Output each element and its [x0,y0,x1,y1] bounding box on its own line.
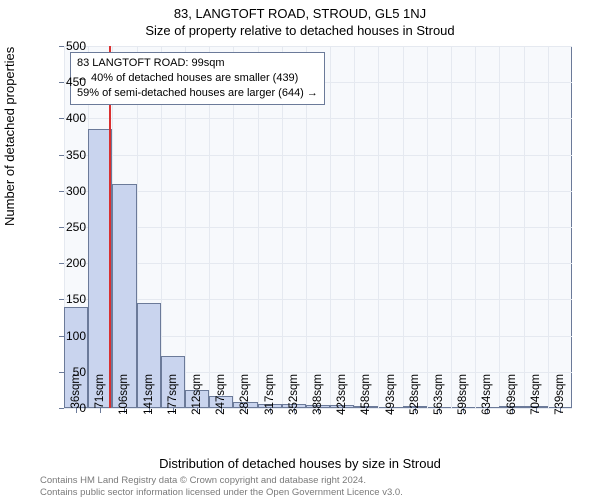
x-tick-label: 352sqm [288,374,300,434]
x-tick-label: 634sqm [481,374,493,434]
gridline-v [475,46,476,408]
footer-attribution: Contains HM Land Registry data © Crown c… [40,475,403,498]
x-tick-label: 704sqm [530,374,542,434]
annotation-box: 83 LANGTOFT ROAD: 99sqm ← 40% of detache… [70,52,325,105]
y-tick-label: 500 [46,39,86,53]
x-tick-label: 598sqm [457,374,469,434]
gridline-h [64,227,572,228]
gridline-h [64,299,572,300]
x-tick-label: 563sqm [433,374,445,434]
gridline-v [524,46,525,408]
y-tick-label: 250 [46,220,86,234]
x-tick-label: 317sqm [264,374,276,434]
y-axis-title: Number of detached properties [2,47,17,226]
gridline-h [64,191,572,192]
y-tick-label: 150 [46,292,86,306]
y-tick-label: 300 [46,184,86,198]
x-tick-label: 423sqm [336,374,348,434]
annotation-line1: 83 LANGTOFT ROAD: 99sqm [77,56,318,71]
x-axis-title: Distribution of detached houses by size … [0,456,600,471]
annotation-line2: ← 40% of detached houses are smaller (43… [77,71,318,86]
x-tick-label: 141sqm [143,374,155,434]
y-tick-label: 100 [46,329,86,343]
x-tick-label: 669sqm [506,374,518,434]
x-tick-label: 282sqm [239,374,251,434]
x-tick-label: 212sqm [191,374,203,434]
x-tick-label: 36sqm [70,374,82,434]
x-tick-label: 458sqm [360,374,372,434]
y-tick-label: 450 [46,75,86,89]
gridline-h [64,155,572,156]
gridline-v [427,46,428,408]
gridline-v [451,46,452,408]
gridline-h [64,46,572,47]
chart-title-main: 83, LANGTOFT ROAD, STROUD, GL5 1NJ [0,0,600,21]
gridline-v [499,46,500,408]
footer-line1: Contains HM Land Registry data © Crown c… [40,475,403,486]
y-tick-label: 200 [46,256,86,270]
annotation-line3: 59% of semi-detached houses are larger (… [77,86,318,101]
gridline-v [330,46,331,408]
x-tick-label: 247sqm [215,374,227,434]
gridline-v [548,46,549,408]
gridline-v [378,46,379,408]
x-tick-label: 71sqm [94,374,106,434]
chart-title-sub: Size of property relative to detached ho… [0,21,600,38]
x-tick-label: 177sqm [167,374,179,434]
gridline-v [403,46,404,408]
x-tick-label: 106sqm [118,374,130,434]
footer-line2: Contains public sector information licen… [40,487,403,498]
x-tick-label: 493sqm [385,374,397,434]
gridline-v [354,46,355,408]
chart-plot-area: 83 LANGTOFT ROAD: 99sqm ← 40% of detache… [64,46,572,408]
x-tick-label: 388sqm [312,374,324,434]
x-tick-label: 528sqm [409,374,421,434]
x-tick-label: 739sqm [554,374,566,434]
y-tick-label: 350 [46,148,86,162]
gridline-h [64,263,572,264]
gridline-h [64,118,572,119]
y-tick-label: 400 [46,111,86,125]
